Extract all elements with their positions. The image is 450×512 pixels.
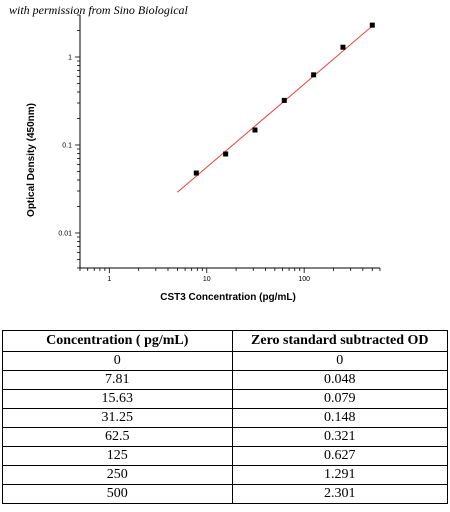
x-tick-label: 1 xyxy=(107,276,111,283)
data-point xyxy=(193,170,199,176)
table-row: 31.25 0.148 xyxy=(2,408,448,428)
concentration-cell: 31.25 xyxy=(2,408,233,428)
concentration-cell: 15.63 xyxy=(2,389,233,409)
concentration-od-table: Concentration ( pg/mL) Zero standard sub… xyxy=(2,330,448,504)
table-row: 250 1.291 xyxy=(2,465,448,485)
x-tick-label: 100 xyxy=(298,276,310,283)
data-point xyxy=(252,127,258,133)
y-tick-label: 1 xyxy=(68,54,72,61)
x-tick-label: 10 xyxy=(203,276,211,283)
data-point xyxy=(369,22,375,28)
y-axis-title: Optical Density (450nm) xyxy=(26,103,37,217)
x-axis-title: CST3 Concentration (pg/mL) xyxy=(160,292,296,303)
data-point xyxy=(223,151,229,157)
table-row: 500 2.301 xyxy=(2,484,448,504)
table-row: 62.5 0.321 xyxy=(2,427,448,447)
od-cell: 2.301 xyxy=(231,484,448,504)
concentration-cell: 0 xyxy=(2,351,233,371)
od-cell: 1.291 xyxy=(231,465,448,485)
table-row: 125 0.627 xyxy=(2,446,448,466)
concentration-cell: 62.5 xyxy=(2,427,233,447)
data-point xyxy=(281,97,287,103)
standard-curve-chart: 0.01 0.1 1 1 10 100 Optical Density (450nm) C… xyxy=(26,14,381,303)
y-tick-label: 0.01 xyxy=(58,230,72,237)
table-row: 7.81 0.048 xyxy=(2,370,448,390)
od-cell: 0.048 xyxy=(231,370,448,390)
concentration-cell: 125 xyxy=(2,446,233,466)
fit-line-group xyxy=(177,25,373,193)
od-cell: 0 xyxy=(231,351,448,371)
header-od: Zero standard subtracted OD xyxy=(231,330,448,352)
od-cell: 0.079 xyxy=(231,389,448,409)
table-row: 0 0 xyxy=(2,351,448,371)
data-point xyxy=(340,44,346,50)
data-points xyxy=(193,22,375,176)
concentration-cell: 500 xyxy=(2,484,233,504)
chart-axes xyxy=(79,15,380,269)
table-header-row: Concentration ( pg/mL) Zero standard sub… xyxy=(2,330,448,352)
attribution-text: with permission from Sino Biological xyxy=(9,3,188,17)
concentration-cell: 250 xyxy=(2,465,233,485)
od-cell: 0.627 xyxy=(231,446,448,466)
od-cell: 0.148 xyxy=(231,408,448,428)
chart-ticks: 0.01 0.1 1 1 10 100 xyxy=(58,14,381,283)
od-cell: 0.321 xyxy=(231,427,448,447)
table-row: 15.63 0.079 xyxy=(2,389,448,409)
fit-line xyxy=(177,25,373,193)
concentration-cell: 7.81 xyxy=(2,370,233,390)
data-point xyxy=(311,72,317,78)
header-concentration: Concentration ( pg/mL) xyxy=(2,330,233,352)
y-tick-label: 0.1 xyxy=(62,142,72,149)
